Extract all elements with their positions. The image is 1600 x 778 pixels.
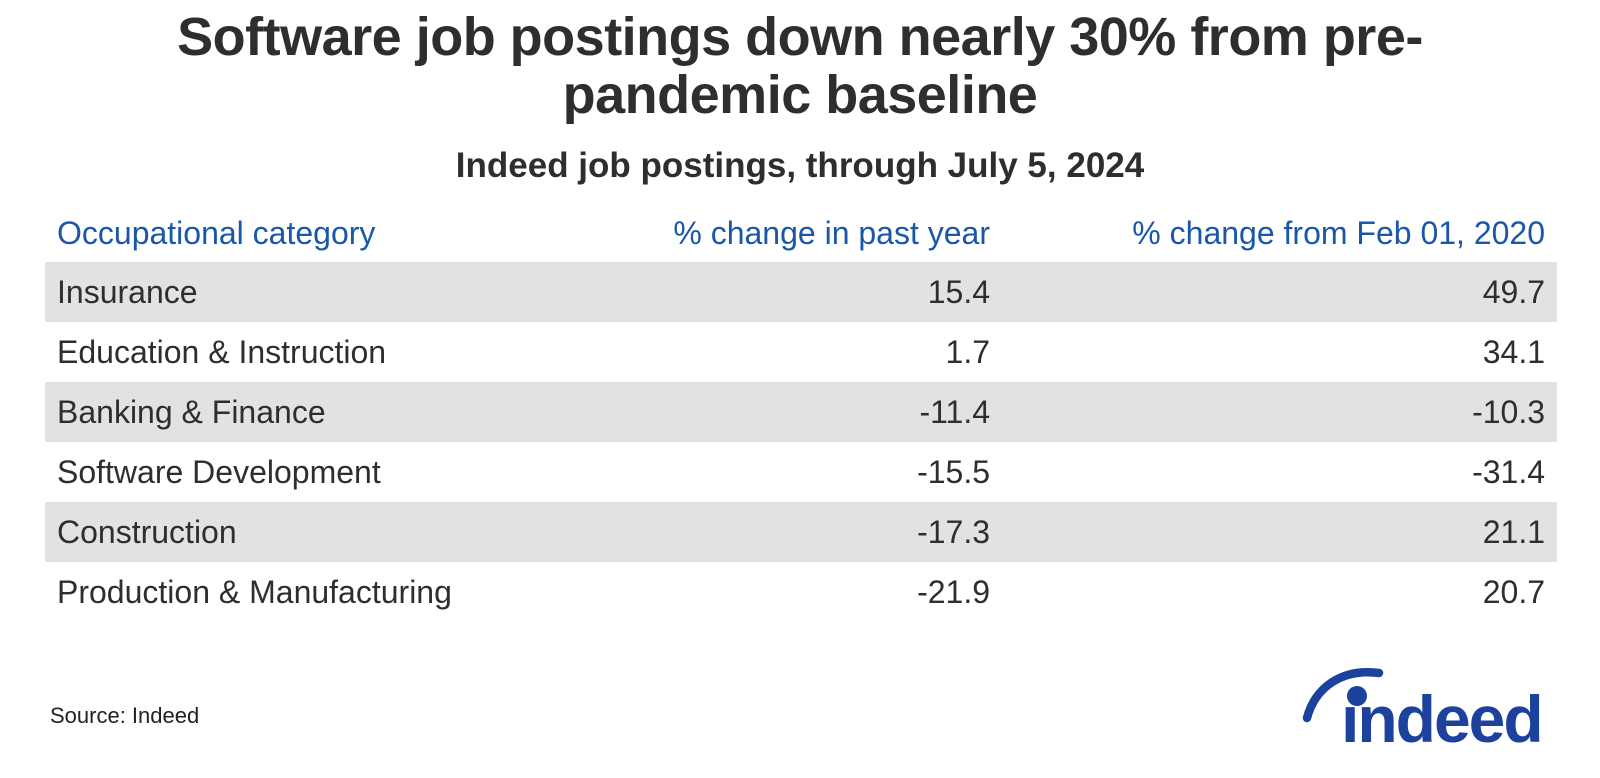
change-past-year-cell: -11.4 [919,393,990,430]
table-row: Education & Instruction 1.7 34.1 [45,322,1557,382]
change-from-feb-2020-cell: -10.3 [1472,393,1545,430]
change-past-year-cell: -15.5 [917,453,990,490]
chart-subtitle: Indeed job postings, through July 5, 202… [455,146,1145,185]
indeed-logo-arc-icon [1302,667,1384,723]
table-body: Insurance 15.4 49.7 Education & Instruction… [45,262,1557,622]
chart-title: Software job postings down nearly 30% fr… [0,8,1600,124]
indeed-logo-dot-icon [1347,686,1367,706]
change-from-feb-2020-cell: -31.4 [1472,453,1545,490]
category-cell: Software Development [57,453,381,490]
column-header-change-from-feb-2020: % change from Feb 01, 2020 [1132,215,1545,251]
change-past-year-cell: 1.7 [945,333,990,370]
data-table: Occupational category % change in past y… [45,205,1557,622]
chart-title-line-1: Software job postings down nearly 30% fr… [177,7,1423,67]
chart-title-line-2: pandemic baseline [562,65,1038,125]
change-from-feb-2020-cell: 21.1 [1482,513,1545,550]
indeed-logo-text: ındeed [1341,682,1542,752]
change-from-feb-2020-cell: 34.1 [1482,333,1545,370]
table-row: Software Development -15.5 -31.4 [45,442,1557,502]
change-from-feb-2020-cell: 49.7 [1482,273,1545,310]
column-header-occupational-category: Occupational category [57,215,376,251]
table-row: Banking & Finance -11.4 -10.3 [45,382,1557,442]
change-past-year-cell: -17.3 [917,513,990,550]
table-row: Insurance 15.4 49.7 [45,262,1557,322]
source-note: Source: Indeed [50,703,200,728]
category-cell: Banking & Finance [57,393,326,430]
category-cell: Production & Manufacturing [57,573,452,610]
category-cell: Construction [57,513,237,550]
table-header-row: Occupational category % change in past y… [45,205,1557,262]
indeed-logo: ındeed [1302,667,1544,752]
column-header-change-past-year: % change in past year [673,215,990,251]
table-row: Construction -17.3 21.1 [45,502,1557,562]
change-past-year-cell: 15.4 [927,273,990,310]
change-past-year-cell: -21.9 [917,573,990,610]
category-cell: Education & Instruction [57,333,387,370]
change-from-feb-2020-cell: 20.7 [1482,573,1545,610]
table-row: Production & Manufacturing -21.9 20.7 [45,562,1557,622]
category-cell: Insurance [57,273,198,310]
